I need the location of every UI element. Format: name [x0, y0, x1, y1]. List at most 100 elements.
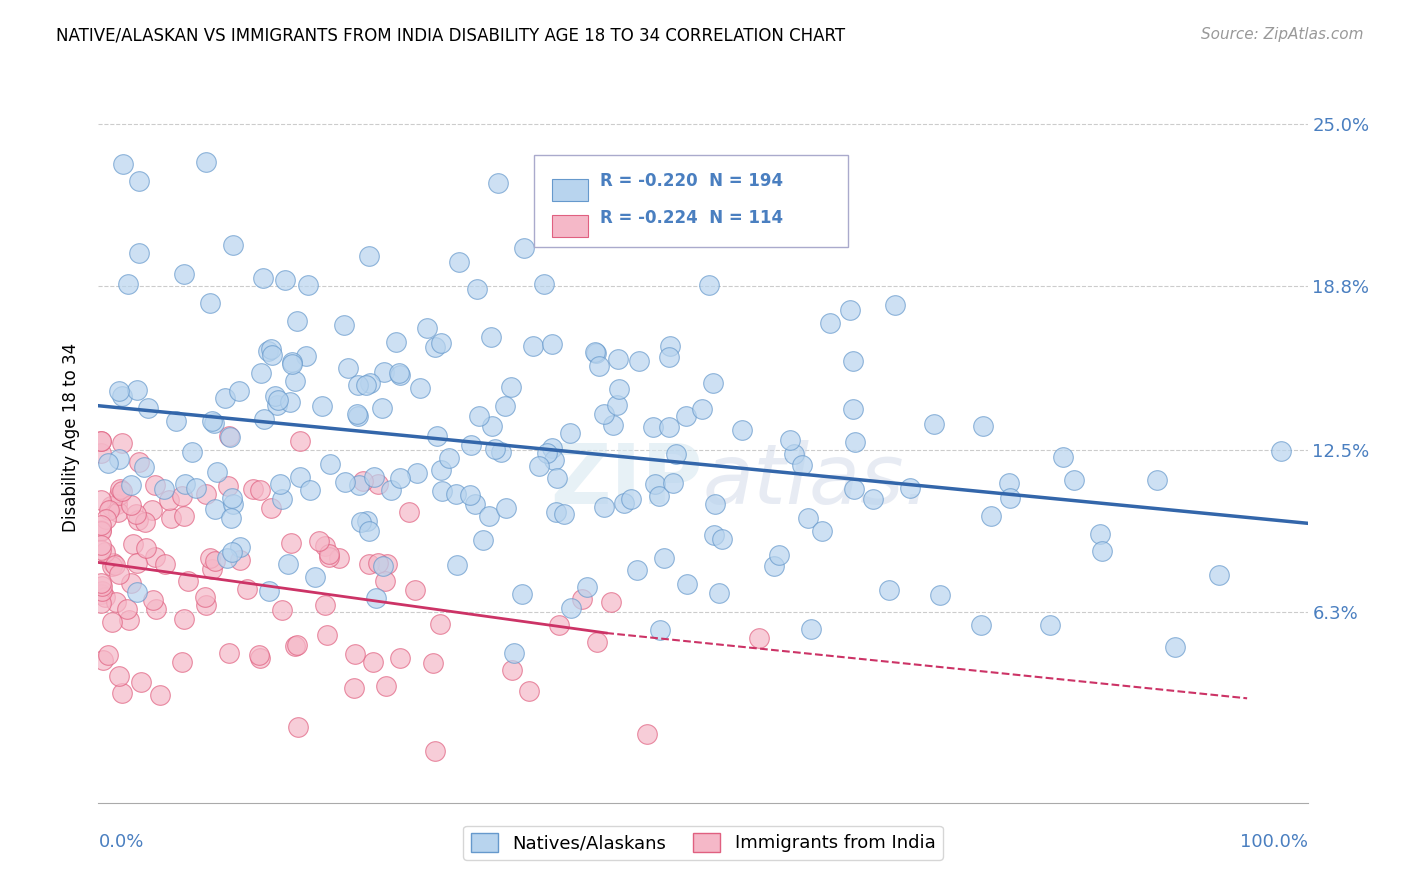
Point — [540, 337, 562, 351]
Point — [115, 602, 138, 616]
Point — [877, 582, 900, 597]
Point — [779, 433, 801, 447]
Point — [357, 557, 380, 571]
Point — [184, 481, 207, 495]
Point — [842, 354, 865, 368]
Point — [91, 653, 114, 667]
Point — [252, 271, 274, 285]
Point — [242, 482, 264, 496]
Point — [117, 277, 139, 291]
Point — [285, 638, 308, 652]
Point — [409, 381, 432, 395]
Point — [553, 507, 575, 521]
Point — [359, 524, 381, 538]
Point — [343, 681, 366, 695]
Point — [398, 505, 420, 519]
Point — [222, 237, 245, 252]
Point — [107, 488, 129, 502]
Point — [543, 452, 565, 467]
FancyBboxPatch shape — [551, 179, 588, 201]
Point — [128, 174, 150, 188]
Point — [221, 491, 243, 505]
Point — [295, 349, 318, 363]
Point — [173, 476, 195, 491]
Point — [998, 491, 1021, 505]
Point — [108, 384, 131, 399]
Point — [839, 303, 862, 318]
Point — [200, 295, 222, 310]
Point — [120, 498, 142, 512]
Point — [980, 509, 1002, 524]
Point — [316, 628, 339, 642]
Point — [446, 558, 468, 572]
Point — [560, 600, 582, 615]
Point — [447, 255, 470, 269]
Point — [1270, 444, 1292, 458]
Point — [253, 412, 276, 426]
Point — [274, 272, 297, 286]
Point — [260, 342, 283, 356]
Point — [267, 392, 290, 407]
Point — [145, 602, 167, 616]
Point — [571, 592, 593, 607]
Point — [359, 249, 381, 263]
Point — [1088, 526, 1111, 541]
Point — [659, 339, 682, 353]
Point — [297, 278, 319, 293]
FancyBboxPatch shape — [534, 155, 848, 247]
Point — [703, 497, 725, 511]
Point — [127, 513, 149, 527]
Point — [416, 321, 439, 335]
Point — [707, 586, 730, 600]
Point — [354, 378, 377, 392]
Point — [636, 727, 658, 741]
Point — [219, 511, 242, 525]
Text: atlas.: atlas. — [703, 441, 931, 522]
Point — [319, 457, 342, 471]
Point — [593, 500, 616, 514]
Point — [478, 508, 501, 523]
Point — [270, 491, 292, 506]
Point — [1146, 473, 1168, 487]
Point — [100, 499, 122, 513]
Point — [314, 598, 336, 612]
Point — [1091, 544, 1114, 558]
Point — [108, 567, 131, 582]
Point — [284, 374, 307, 388]
Point — [108, 669, 131, 683]
Point — [652, 550, 675, 565]
Point — [536, 446, 558, 460]
Point — [471, 533, 494, 548]
Point — [458, 487, 481, 501]
Point — [388, 651, 411, 665]
Point — [644, 477, 666, 491]
Point — [97, 648, 120, 663]
Point — [90, 523, 112, 537]
Point — [90, 434, 112, 448]
Point — [426, 429, 449, 443]
Point — [194, 590, 217, 604]
Point — [91, 584, 114, 599]
Point — [229, 553, 252, 567]
Point — [844, 434, 866, 449]
Point — [284, 639, 307, 653]
Point — [970, 618, 993, 632]
Text: ZIP: ZIP — [551, 441, 703, 522]
Text: NATIVE/ALASKAN VS IMMIGRANTS FROM INDIA DISABILITY AGE 18 TO 34 CORRELATION CHAR: NATIVE/ALASKAN VS IMMIGRANTS FROM INDIA … — [56, 27, 845, 45]
Point — [359, 376, 381, 391]
Point — [501, 663, 523, 677]
Point — [304, 570, 326, 584]
Point — [697, 278, 720, 293]
Point — [90, 543, 112, 558]
Point — [364, 591, 387, 605]
Point — [143, 549, 166, 564]
Point — [583, 344, 606, 359]
Point — [558, 425, 581, 440]
Point — [229, 540, 252, 554]
Point — [90, 446, 112, 460]
Point — [218, 429, 240, 443]
Point — [281, 355, 304, 369]
Point — [153, 557, 176, 571]
Point — [111, 389, 134, 403]
Point — [444, 487, 467, 501]
